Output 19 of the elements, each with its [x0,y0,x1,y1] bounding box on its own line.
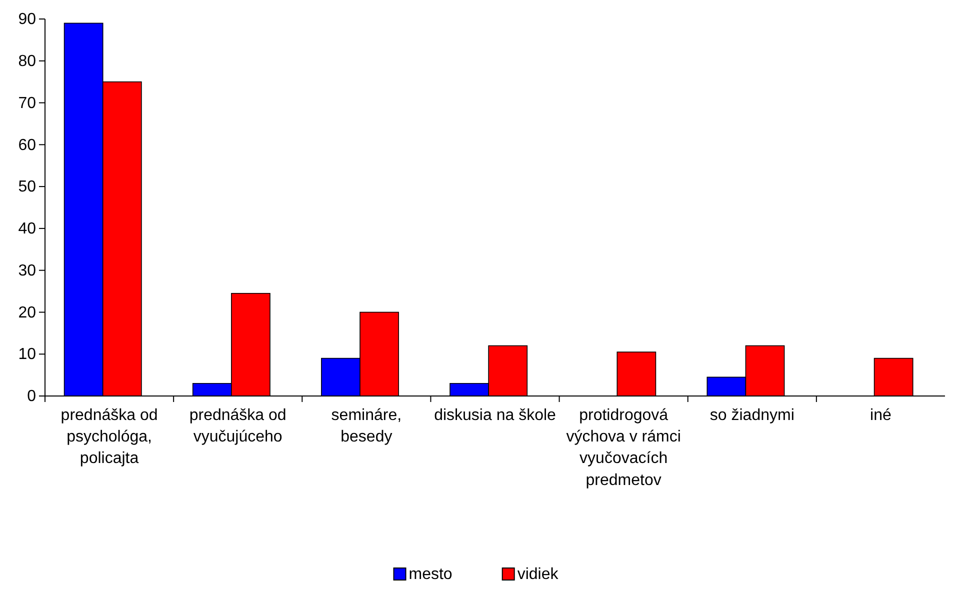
y-tick-label: 80 [18,53,36,70]
y-tick-label: 60 [18,136,36,154]
x-tick-label: semináre, besedy [331,407,402,446]
y-tick-label: 70 [18,94,36,112]
y-tick-label: 90 [18,11,36,28]
x-tick-label: diskusia na škole [434,407,556,424]
y-tick-label: 10 [18,346,36,364]
y-tick-label: 0 [27,388,36,406]
legend-label: mesto [408,566,452,583]
y-tick-label: 30 [18,262,36,280]
x-tick-label: protidrogová výchova v rámci vyučovacích predmetov [566,407,681,489]
x-tick-label: iné [870,407,892,424]
y-tick-label: 40 [18,220,36,238]
y-tick-label: 20 [18,304,36,322]
x-tick-label: so žiadnymi [710,407,794,424]
y-tick-label: 50 [18,178,36,196]
x-tick-label: prednáška od psychológa, policajta [60,407,158,468]
legend-label: vidiek [517,566,560,583]
x-tick-label: prednáška od vyučujúceho [189,407,286,446]
